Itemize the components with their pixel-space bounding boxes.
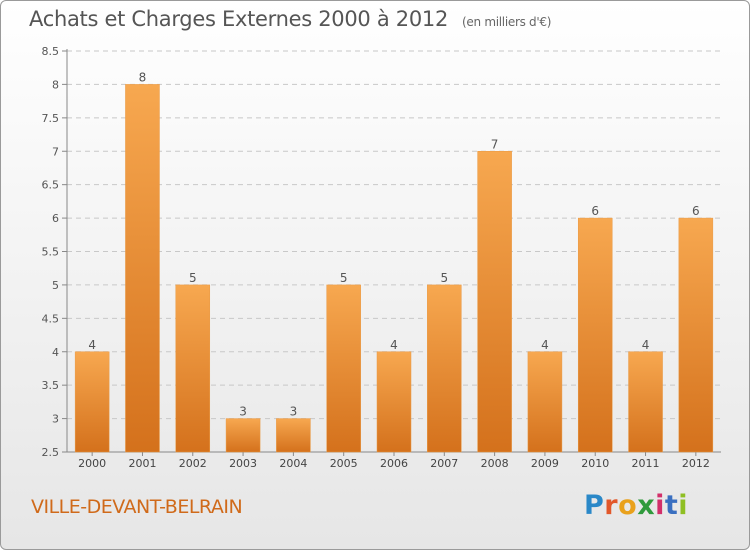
chart-subtitle: (en milliers d'€) bbox=[462, 15, 552, 29]
data-label: 7 bbox=[491, 137, 499, 151]
data-label: 4 bbox=[541, 338, 549, 352]
x-tick-label: 2005 bbox=[330, 457, 358, 470]
bars bbox=[74, 84, 714, 453]
logo-letter: P bbox=[584, 490, 605, 521]
y-tick-labels: 2.5 3 3.5 4 4.5 5 5.5 6 6.5 7 7.5 8 8.5 bbox=[42, 45, 60, 459]
x-tick-label: 2000 bbox=[78, 457, 106, 470]
logo-letter: i bbox=[655, 490, 665, 521]
x-tick-label: 2011 bbox=[632, 457, 660, 470]
x-tick-label: 2012 bbox=[682, 457, 710, 470]
bar-2000 bbox=[74, 351, 110, 453]
data-label: 8 bbox=[139, 70, 147, 84]
data-label: 6 bbox=[692, 204, 700, 218]
data-label: 3 bbox=[290, 405, 298, 419]
x-tick-label: 2002 bbox=[179, 457, 207, 470]
commune-name: VILLE-DEVANT-BELRAIN bbox=[31, 496, 243, 518]
x-tick-labels: 2000 2001 2002 2003 2004 2005 2006 2007 2008 2009… bbox=[78, 457, 710, 470]
y-tick-label: 7 bbox=[52, 145, 59, 158]
x-tick-label: 2007 bbox=[430, 457, 458, 470]
data-labels: 4 8 5 3 3 5 4 5 7 4 6 4 6 bbox=[88, 70, 699, 418]
x-tick-label: 2003 bbox=[229, 457, 257, 470]
proxiti-logo: Proxiti bbox=[584, 490, 688, 521]
logo-letter: i bbox=[678, 490, 689, 521]
y-tick-label: 7.5 bbox=[42, 112, 60, 125]
data-label: 3 bbox=[239, 405, 247, 419]
bar-2009 bbox=[527, 351, 563, 453]
logo-letter: r bbox=[604, 490, 619, 521]
x-tick-label: 2010 bbox=[581, 457, 609, 470]
logo-letter: t bbox=[664, 490, 679, 521]
x-tick-label: 2004 bbox=[279, 457, 307, 470]
y-tick-label: 4.5 bbox=[42, 312, 60, 325]
bar-2001 bbox=[125, 84, 160, 453]
bar-2011 bbox=[628, 351, 663, 453]
y-tick-label: 2.5 bbox=[42, 446, 60, 459]
data-label: 4 bbox=[88, 338, 96, 352]
bar-2003 bbox=[225, 418, 261, 453]
x-tick-label: 2008 bbox=[481, 457, 509, 470]
data-label: 4 bbox=[390, 338, 398, 352]
y-tick-label: 6 bbox=[52, 212, 59, 225]
x-tick-label: 2009 bbox=[531, 457, 559, 470]
bar-2012 bbox=[678, 217, 714, 453]
bar-2008 bbox=[477, 151, 512, 453]
chart-title-text: Achats et Charges Externes 2000 à 2012 bbox=[29, 7, 449, 31]
y-tick-label: 6.5 bbox=[42, 179, 60, 192]
y-tick-label: 3 bbox=[52, 413, 59, 426]
bar-2006 bbox=[376, 351, 412, 453]
bar-2005 bbox=[326, 284, 361, 453]
y-tick-label: 3.5 bbox=[42, 379, 60, 392]
data-label: 5 bbox=[340, 271, 348, 285]
logo-letter: o bbox=[618, 490, 638, 521]
y-tick-label: 5.5 bbox=[42, 246, 60, 259]
x-tick-label: 2001 bbox=[128, 457, 156, 470]
y-tick-label: 4 bbox=[52, 346, 59, 359]
bar-2007 bbox=[427, 284, 462, 453]
y-tick-label: 8 bbox=[52, 78, 59, 91]
y-tick-label: 5 bbox=[52, 279, 59, 292]
data-label: 5 bbox=[189, 271, 197, 285]
logo-letter: x bbox=[637, 490, 656, 521]
bar-2004 bbox=[276, 418, 311, 453]
data-label: 4 bbox=[642, 338, 650, 352]
data-label: 5 bbox=[440, 271, 448, 285]
bar-2010 bbox=[577, 217, 613, 453]
y-tick-label: 8.5 bbox=[42, 45, 60, 58]
bar-2002 bbox=[175, 284, 211, 453]
data-label: 6 bbox=[591, 204, 599, 218]
chart-title: Achats et Charges Externes 2000 à 2012 (e… bbox=[29, 7, 551, 31]
x-tick-label: 2006 bbox=[380, 457, 408, 470]
